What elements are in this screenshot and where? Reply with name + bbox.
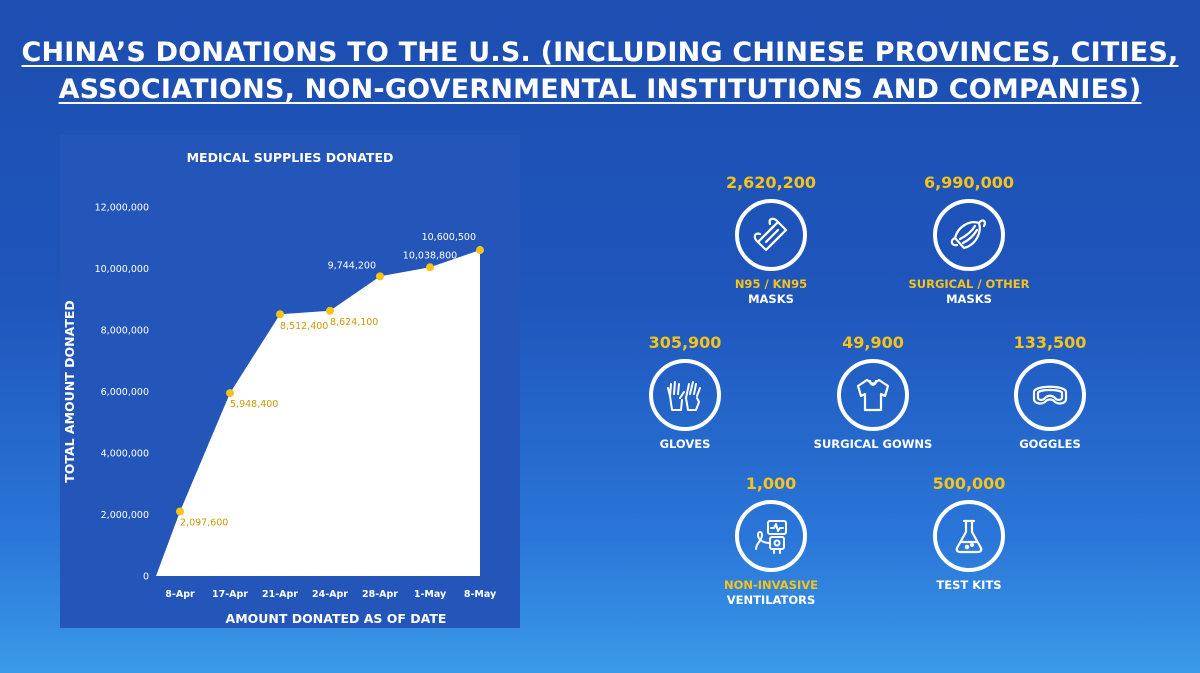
data-label: 8,512,400: [280, 321, 328, 332]
metric-surgical-masks: 6,990,000 SURGICAL / OTHER MASKS: [869, 173, 1069, 307]
chart-title: MEDICAL SUPPLIES DONATED: [187, 150, 394, 165]
metric-value: 49,900: [842, 333, 904, 352]
page-title: CHINA’S DONATIONS TO THE U.S. (INCLUDING…: [0, 34, 1200, 108]
x-tick-label: 21-Apr: [262, 589, 298, 600]
data-label: 10,600,500: [422, 232, 476, 243]
metric-label: SURGICAL GOWNS: [773, 437, 973, 452]
n95-mask-icon: [735, 199, 807, 271]
metric-value: 133,500: [1013, 333, 1087, 352]
surgical-mask-icon: [933, 199, 1005, 271]
metric-label-highlight: N95 / KN95: [734, 277, 808, 291]
chart-panel: MEDICAL SUPPLIES DONATED TOTAL AMOUNT DON…: [60, 135, 520, 628]
y-tick-label: 8,000,000: [101, 326, 149, 337]
data-label: 2,097,600: [180, 517, 228, 528]
metric-ventilators: 1,000 NON-INVASIVE VENTILATORS: [671, 474, 871, 608]
metric-label-main: MASKS: [946, 292, 992, 306]
metric-value: 500,000: [932, 474, 1006, 493]
area-chart: MEDICAL SUPPLIES DONATED TOTAL AMOUNT DON…: [62, 150, 497, 626]
metric-label-main: GOGGLES: [1019, 437, 1081, 451]
metric-label-main: VENTILATORS: [726, 593, 816, 607]
page-title-line-2: ASSOCIATIONS, NON-GOVERNMENTAL INSTITUTI…: [58, 74, 1142, 105]
data-point: [426, 263, 434, 272]
data-point: [226, 389, 234, 398]
metric-label: NON-INVASIVE VENTILATORS: [671, 578, 871, 608]
data-point: [476, 246, 484, 255]
metric-label: GLOVES: [585, 437, 785, 452]
metric-label: TEST KITS: [869, 578, 1069, 593]
gown-icon: [837, 359, 909, 431]
x-tick-label: 8-May: [464, 589, 497, 600]
metric-surgical-gowns: 49,900 SURGICAL GOWNS: [773, 333, 973, 452]
data-point: [326, 306, 334, 315]
metric-goggles: 133,500 GOGGLES: [950, 333, 1150, 452]
page-title-line-1: CHINA’S DONATIONS TO THE U.S. (INCLUDING…: [21, 37, 1179, 68]
y-tick-label: 6,000,000: [101, 387, 149, 398]
y-tick-label: 4,000,000: [101, 449, 149, 460]
metric-value: 2,620,200: [725, 173, 817, 192]
goggles-icon: [1014, 359, 1086, 431]
y-tick-label: 2,000,000: [101, 510, 149, 521]
metric-test-kits: 500,000 TEST KITS: [869, 474, 1069, 593]
x-tick-label: 8-Apr: [165, 589, 195, 600]
data-point: [176, 507, 184, 516]
x-axis-label: AMOUNT DONATED AS OF DATE: [226, 611, 447, 626]
metric-value: 1,000: [745, 474, 797, 493]
test-kit-icon: [933, 500, 1005, 572]
metric-label: GOGGLES: [950, 437, 1150, 452]
metric-label-highlight: NON-INVASIVE: [723, 578, 819, 592]
metric-label-highlight: SURGICAL / OTHER: [908, 277, 1030, 291]
metric-value: 6,990,000: [923, 173, 1015, 192]
metric-label-main: MASKS: [748, 292, 794, 306]
x-tick-label: 1-May: [414, 589, 447, 600]
metric-label-main: GLOVES: [659, 437, 711, 451]
metric-n95-masks: 2,620,200 N95 / KN95 MASKS: [671, 173, 871, 307]
data-label: 8,624,100: [330, 317, 378, 328]
metric-value: 305,900: [648, 333, 722, 352]
y-tick-label: 10,000,000: [95, 264, 149, 275]
x-tick-label: 24-Apr: [312, 589, 348, 600]
data-label: 9,744,200: [328, 260, 376, 271]
y-tick-label: 0: [143, 572, 149, 583]
data-label: 10,038,800: [403, 250, 457, 261]
data-point: [376, 272, 384, 281]
x-tick-label: 17-Apr: [212, 589, 248, 600]
data-label: 5,948,400: [230, 399, 278, 410]
ventilator-icon: [735, 500, 807, 572]
metric-label: N95 / KN95 MASKS: [671, 277, 871, 307]
y-axis-label: TOTAL AMOUNT DONATED: [62, 300, 77, 483]
metric-gloves: 305,900 GLOVES: [585, 333, 785, 452]
metric-label-main: TEST KITS: [936, 578, 1002, 592]
data-point: [276, 310, 284, 319]
metric-label-main: SURGICAL GOWNS: [813, 437, 933, 451]
metric-label: SURGICAL / OTHER MASKS: [869, 277, 1069, 307]
y-tick-label: 12,000,000: [95, 203, 149, 214]
gloves-icon: [649, 359, 721, 431]
x-tick-label: 28-Apr: [362, 589, 398, 600]
area-series: [156, 250, 480, 577]
